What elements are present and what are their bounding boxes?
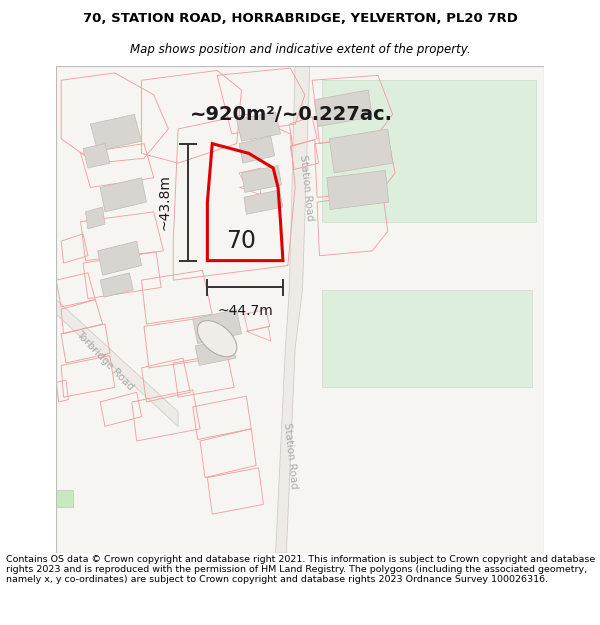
- Polygon shape: [327, 171, 389, 209]
- Polygon shape: [314, 90, 372, 126]
- Polygon shape: [239, 136, 275, 163]
- Text: Station Road: Station Road: [282, 422, 299, 489]
- Text: 70: 70: [227, 229, 257, 253]
- Polygon shape: [56, 490, 73, 507]
- Polygon shape: [244, 190, 283, 214]
- Polygon shape: [98, 241, 142, 275]
- Text: 70, STATION ROAD, HORRABRIDGE, YELVERTON, PL20 7RD: 70, STATION ROAD, HORRABRIDGE, YELVERTON…: [83, 12, 517, 25]
- Ellipse shape: [197, 321, 237, 357]
- Polygon shape: [195, 339, 236, 366]
- Text: Station Road: Station Road: [298, 154, 315, 221]
- Polygon shape: [236, 112, 281, 141]
- Polygon shape: [329, 129, 392, 173]
- Polygon shape: [100, 177, 146, 212]
- Polygon shape: [91, 114, 142, 151]
- Polygon shape: [241, 166, 281, 192]
- Text: Map shows position and indicative extent of the property.: Map shows position and indicative extent…: [130, 42, 470, 56]
- Polygon shape: [322, 80, 536, 222]
- Text: Contains OS data © Crown copyright and database right 2021. This information is : Contains OS data © Crown copyright and d…: [6, 554, 595, 584]
- Polygon shape: [83, 144, 110, 168]
- Polygon shape: [85, 207, 105, 229]
- Text: ~920m²/~0.227ac.: ~920m²/~0.227ac.: [190, 105, 394, 124]
- Polygon shape: [56, 299, 178, 426]
- Text: Torbridge Road: Torbridge Road: [74, 329, 136, 392]
- Polygon shape: [100, 272, 133, 297]
- Polygon shape: [275, 66, 310, 553]
- Polygon shape: [193, 309, 241, 344]
- Text: ~43.8m: ~43.8m: [157, 174, 172, 230]
- Text: ~44.7m: ~44.7m: [217, 304, 273, 318]
- Polygon shape: [322, 290, 532, 388]
